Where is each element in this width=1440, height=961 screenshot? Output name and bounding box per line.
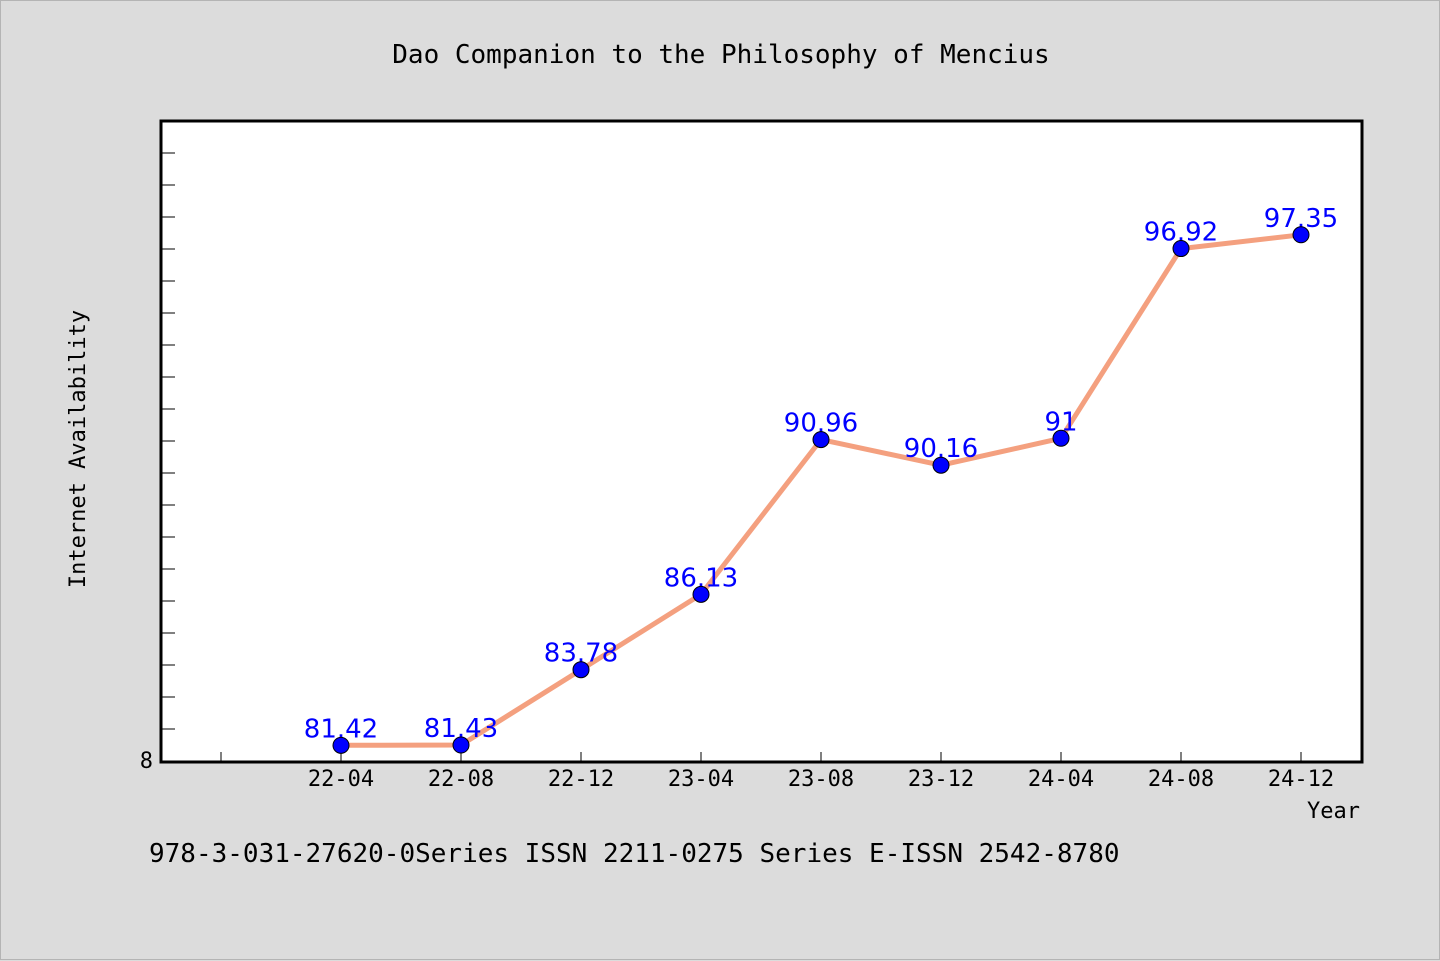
chart-title: Dao Companion to the Philosophy of Menci… — [392, 40, 1049, 70]
y-tick-label: 8 — [140, 749, 153, 774]
x-tick-label: 22-08 — [428, 767, 494, 792]
data-point — [932, 456, 950, 474]
y-axis-label: Internet Availability — [66, 310, 91, 588]
y-axis-ticks — [161, 152, 175, 762]
data-point — [1052, 429, 1070, 447]
plot-area — [159, 119, 1364, 764]
x-tick-label: 22-12 — [548, 767, 614, 792]
footer-isbn-issn: 978-3-031-27620-0Series ISSN 2211-0275 S… — [149, 839, 1120, 869]
x-tick-label: 24-04 — [1028, 767, 1094, 792]
x-tick-label: 24-08 — [1148, 767, 1214, 792]
x-tick-label: 22-04 — [308, 767, 374, 792]
data-point — [572, 661, 590, 679]
data-point — [332, 736, 350, 754]
x-tick-label: 24-12 — [1268, 767, 1334, 792]
data-point — [812, 431, 830, 449]
x-tick-label: 23-04 — [668, 767, 734, 792]
x-axis-label: Year — [1307, 799, 1360, 824]
x-tick-label: 23-12 — [908, 767, 974, 792]
data-point — [1172, 240, 1190, 258]
x-axis-ticks: 22-04 22-08 22-12 23-04 23-08 23-12 24-04 24-08… — [220, 752, 1334, 792]
data-point — [692, 585, 710, 603]
data-point — [452, 736, 470, 754]
data-point — [1292, 226, 1310, 244]
x-tick-label: 23-08 — [788, 767, 854, 792]
